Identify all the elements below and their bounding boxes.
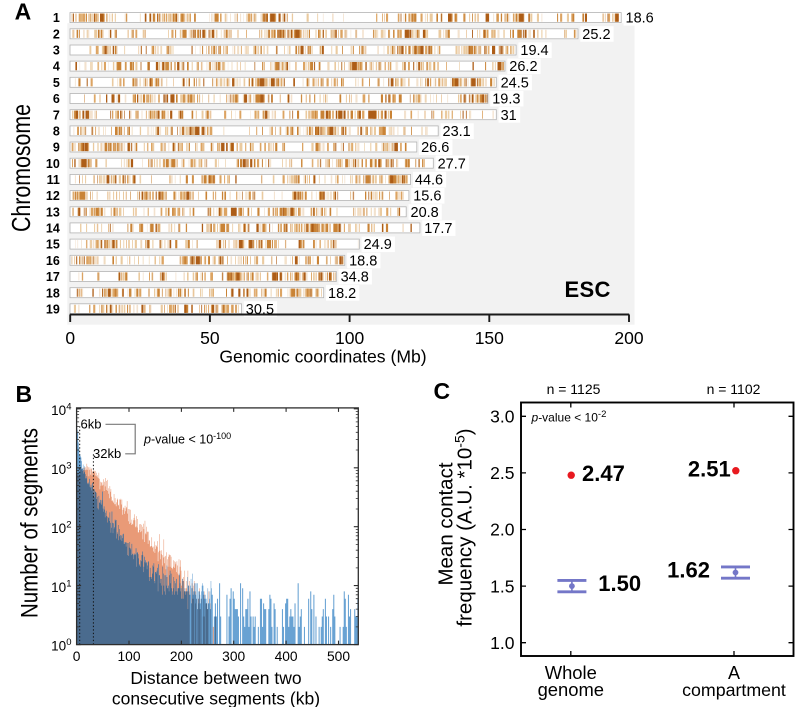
svg-text:400: 400 [275, 649, 298, 664]
svg-text:18: 18 [46, 286, 60, 300]
svg-text:18.8: 18.8 [349, 253, 377, 269]
svg-text:6: 6 [53, 92, 60, 106]
svg-text:p-value < 10-2: p-value < 10-2 [531, 409, 607, 425]
svg-text:19: 19 [46, 302, 60, 316]
svg-text:5: 5 [53, 76, 60, 90]
svg-text:300: 300 [222, 649, 245, 664]
svg-text:genome: genome [538, 679, 604, 700]
svg-text:23.1: 23.1 [443, 124, 471, 140]
svg-text:p-value < 10-100: p-value < 10-100 [143, 431, 231, 447]
svg-text:200: 200 [614, 328, 643, 348]
svg-text:Chromosome: Chromosome [6, 104, 36, 232]
svg-text:11: 11 [47, 173, 60, 187]
svg-text:A: A [15, 0, 32, 24]
svg-text:2.47: 2.47 [582, 461, 625, 486]
svg-text:500: 500 [327, 649, 350, 664]
svg-text:100: 100 [335, 328, 364, 348]
svg-text:17.7: 17.7 [424, 221, 452, 237]
svg-text:30.5: 30.5 [246, 302, 274, 318]
svg-text:31: 31 [501, 108, 517, 124]
svg-text:6kb: 6kb [81, 417, 102, 432]
svg-text:44.6: 44.6 [415, 173, 443, 189]
svg-text:n = 1125: n = 1125 [547, 381, 601, 397]
svg-text:15.6: 15.6 [413, 189, 441, 205]
svg-text:C: C [434, 378, 451, 404]
svg-text:1.5: 1.5 [490, 576, 514, 596]
svg-text:2.51: 2.51 [688, 457, 731, 482]
svg-text:compartment: compartment [682, 680, 786, 700]
svg-text:2: 2 [53, 27, 60, 41]
svg-text:18.6: 18.6 [626, 11, 654, 27]
svg-text:2.0: 2.0 [490, 520, 515, 540]
svg-text:consecutive segments (kb): consecutive segments (kb) [112, 689, 320, 707]
svg-text:2.5: 2.5 [490, 463, 514, 483]
svg-text:26.2: 26.2 [509, 59, 537, 75]
svg-text:1.62: 1.62 [667, 557, 710, 582]
svg-text:24.5: 24.5 [501, 75, 529, 91]
svg-text:1.0: 1.0 [490, 633, 515, 653]
svg-text:0: 0 [73, 649, 81, 664]
svg-text:100: 100 [117, 649, 140, 664]
svg-text:3: 3 [53, 44, 60, 58]
svg-text:Mean contact: Mean contact [435, 462, 458, 585]
svg-text:200: 200 [170, 649, 193, 664]
svg-text:19.4: 19.4 [520, 43, 548, 59]
svg-text:3.0: 3.0 [490, 407, 515, 427]
svg-text:19.3: 19.3 [492, 92, 520, 108]
svg-text:4: 4 [53, 60, 60, 74]
svg-text:8: 8 [53, 125, 60, 139]
svg-text:Number of segments: Number of segments [16, 428, 43, 618]
svg-text:7: 7 [53, 108, 60, 122]
svg-text:13: 13 [46, 205, 60, 219]
svg-text:15: 15 [46, 238, 60, 252]
svg-text:0: 0 [65, 328, 75, 348]
svg-text:10: 10 [46, 157, 60, 171]
svg-text:B: B [16, 381, 33, 407]
svg-text:25.2: 25.2 [582, 27, 610, 43]
svg-text:27.7: 27.7 [438, 156, 466, 172]
svg-text:32kb: 32kb [93, 446, 121, 461]
svg-text:A: A [728, 663, 740, 683]
svg-text:17: 17 [46, 270, 60, 284]
svg-text:12: 12 [46, 189, 60, 203]
svg-text:34.8: 34.8 [341, 270, 369, 286]
svg-text:16: 16 [46, 254, 60, 268]
svg-text:Distance between two: Distance between two [130, 668, 301, 688]
svg-text:26.6: 26.6 [421, 140, 449, 156]
svg-text:150: 150 [475, 328, 504, 348]
svg-text:1: 1 [53, 11, 60, 25]
svg-text:frequency (A.U. *10-5): frequency (A.U. *10-5) [451, 428, 476, 626]
svg-text:9: 9 [53, 141, 60, 155]
svg-text:14: 14 [46, 222, 60, 236]
svg-text:Whole: Whole [545, 662, 597, 683]
svg-text:50: 50 [200, 328, 220, 348]
svg-text:20.8: 20.8 [411, 205, 439, 221]
svg-text:18.2: 18.2 [328, 286, 356, 302]
svg-text:Genomic coordinates (Mb): Genomic coordinates (Mb) [219, 347, 426, 367]
svg-text:24.9: 24.9 [364, 237, 392, 253]
svg-text:n = 1102: n = 1102 [707, 381, 761, 397]
svg-text:ESC: ESC [565, 277, 611, 302]
svg-text:1.50: 1.50 [598, 571, 641, 596]
